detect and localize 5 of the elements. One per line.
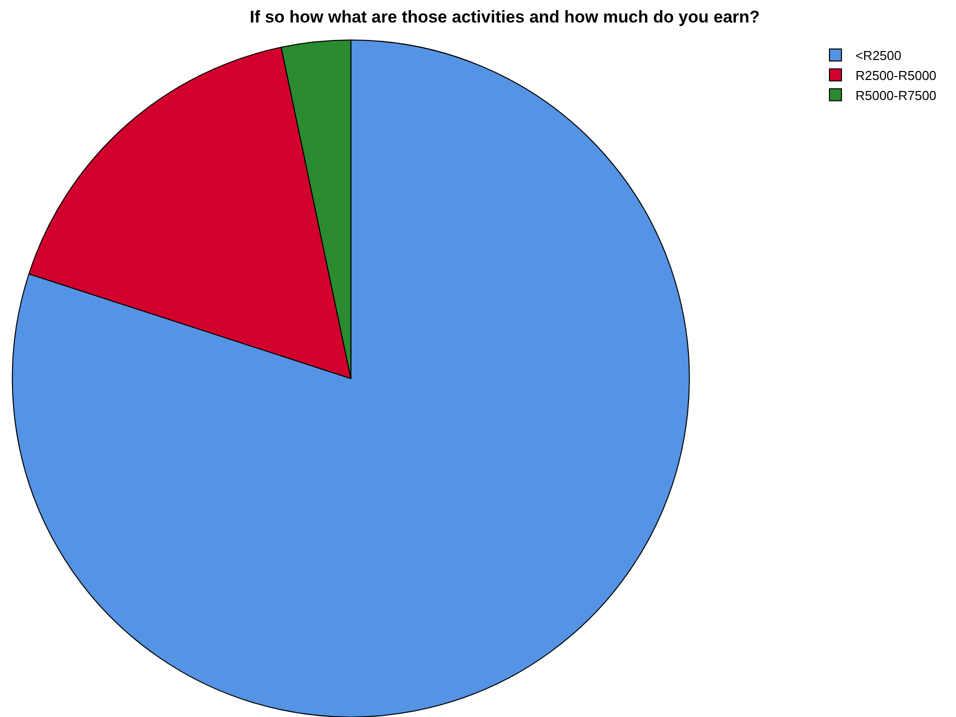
- legend-label: <R2500: [855, 48, 902, 64]
- legend-label: R2500-R5000: [855, 68, 936, 83]
- pie-slice: [12, 40, 690, 717]
- chart-title: If so how what are those activities and how much do you earn?: [250, 8, 760, 27]
- legend-label: R5000-R7500: [855, 88, 936, 103]
